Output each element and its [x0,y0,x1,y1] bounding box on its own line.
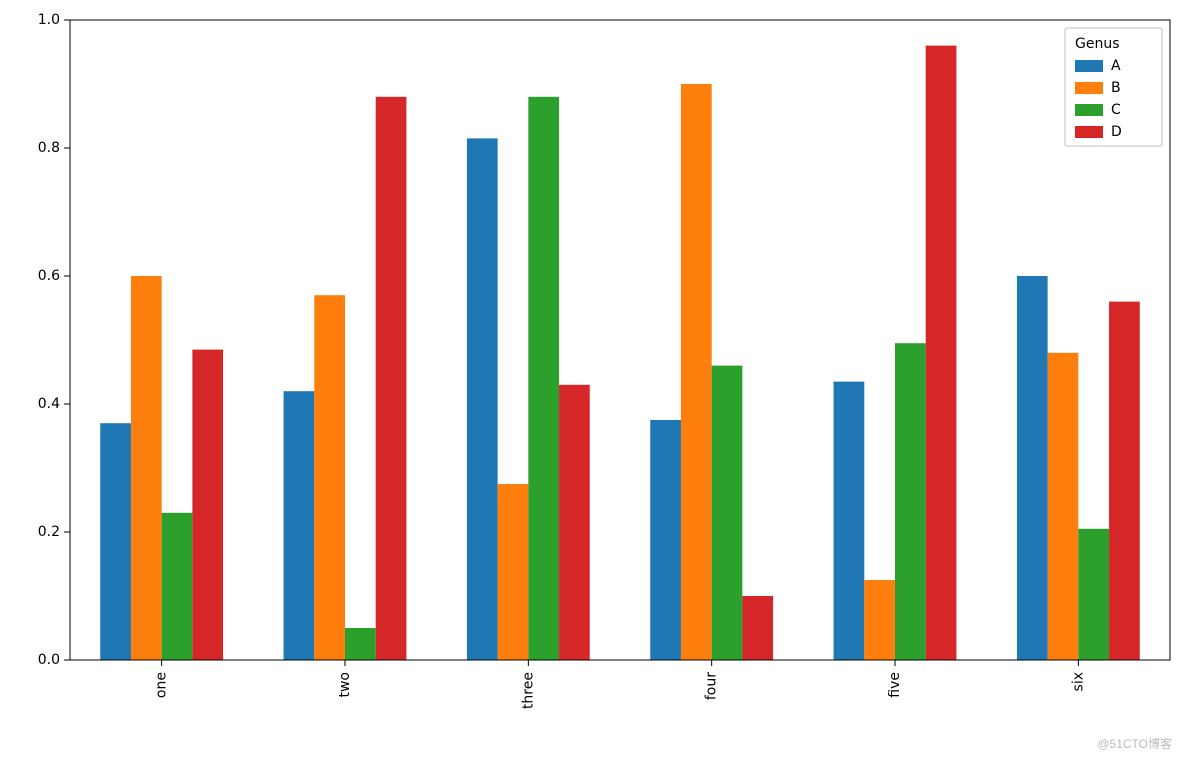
chart-container: 0.0 0.2 0.4 0.6 0.8 1.0 one two three four five six… [0,0,1184,758]
legend-label-D: D [1111,124,1122,140]
bar-B-three [498,484,529,660]
bar-D-six [1109,302,1140,660]
xtick-label-three: three [520,672,536,709]
bar-A-six [1017,276,1048,660]
bar-B-four [681,84,712,660]
y-axis-ticks: 0.0 0.2 0.4 0.6 0.8 1.0 [38,12,70,668]
bar-B-two [314,295,345,660]
bar-A-two [284,391,315,660]
bar-C-four [712,366,743,660]
bar-B-five [864,580,895,660]
watermark: @51CTO博客 [1097,735,1172,752]
bar-D-one [192,350,223,660]
bar-A-five [834,382,865,660]
xtick-label-two: two [337,672,353,698]
ytick-label: 0.2 [38,524,60,540]
x-axis-ticks: one two three four five six [154,660,1087,709]
bar-C-six [1078,529,1109,660]
xtick-label-four: four [704,672,720,700]
bar-C-five [895,343,926,660]
legend-swatch-B [1075,82,1103,94]
legend-label-A: A [1111,58,1121,74]
grouped-bar-chart: 0.0 0.2 0.4 0.6 0.8 1.0 one two three four five six… [0,0,1184,758]
bar-A-three [467,138,498,660]
ytick-label: 0.4 [38,396,60,412]
plot-background [70,20,1170,660]
xtick-label-five: five [887,672,903,698]
bar-A-four [650,420,681,660]
legend-title: Genus [1075,36,1120,52]
bar-B-one [131,276,162,660]
bar-C-one [162,513,193,660]
bar-D-four [742,596,773,660]
bar-B-six [1048,353,1079,660]
bar-D-five [926,46,957,660]
bar-C-two [345,628,376,660]
bar-D-two [376,97,407,660]
bar-C-three [528,97,559,660]
ytick-label: 0.6 [38,268,60,284]
legend-swatch-D [1075,126,1103,138]
ytick-label: 1.0 [38,12,60,28]
legend-swatch-C [1075,104,1103,116]
xtick-label-one: one [154,672,170,698]
ytick-label: 0.8 [38,140,60,156]
bar-A-one [100,423,131,660]
legend-label-C: C [1111,102,1121,118]
legend-label-B: B [1111,80,1121,96]
legend-swatch-A [1075,60,1103,72]
xtick-label-six: six [1070,672,1086,691]
bar-D-three [559,385,590,660]
ytick-label: 0.0 [38,652,60,668]
legend: Genus ABCD [1065,28,1162,146]
